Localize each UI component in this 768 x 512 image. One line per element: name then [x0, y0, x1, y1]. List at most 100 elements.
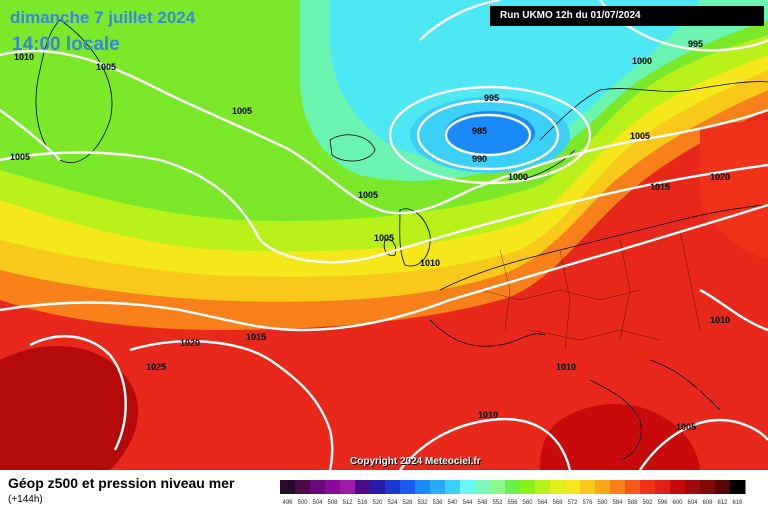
- legend-label: 544: [462, 500, 473, 506]
- coastlines: [35, 19, 768, 461]
- legend-label: 524: [387, 500, 398, 506]
- darkred-west: [0, 346, 139, 470]
- legend-swatch: [385, 480, 401, 494]
- isobar-label: 1025: [146, 362, 166, 372]
- forecast-hour: (+144h): [8, 494, 43, 505]
- legend-swatch: [355, 480, 371, 494]
- legend-label: 496: [282, 500, 293, 506]
- legend-swatch: [565, 480, 581, 494]
- legend-label: 516: [357, 500, 368, 506]
- legend-swatch: [475, 480, 491, 494]
- isobars: [0, 0, 768, 470]
- isobar-label: 1005: [676, 422, 696, 432]
- legend-swatch: [445, 480, 461, 494]
- isobar-label: 1010: [14, 52, 34, 62]
- legend-label: 608: [702, 500, 713, 506]
- footer: Géop z500 et pression niveau mer (+144h)…: [0, 470, 768, 512]
- isobar-label: 1005: [358, 190, 378, 200]
- isobar-label: 1015: [650, 182, 670, 192]
- legend-swatch: [370, 480, 386, 494]
- legend-label: 528: [402, 500, 413, 506]
- legend-label: 568: [552, 500, 563, 506]
- legend-swatch: [340, 480, 356, 494]
- isobar-label: 1005: [630, 131, 650, 141]
- isobar-label: 985: [472, 126, 487, 136]
- isobar-label: 995: [688, 39, 703, 49]
- red-east: [700, 120, 768, 260]
- isobar-label: 1005: [10, 152, 30, 162]
- legend-label: 552: [492, 500, 503, 506]
- legend-swatch: [595, 480, 611, 494]
- legend-swatch: [655, 480, 671, 494]
- legend-label: 612: [717, 500, 728, 506]
- isobar-label: 1000: [632, 56, 652, 66]
- legend-swatch: [580, 480, 596, 494]
- legend-label: 616: [732, 500, 743, 506]
- legend-swatch: [430, 480, 446, 494]
- isobar-label: 1015: [246, 332, 266, 342]
- legend-swatch: [625, 480, 641, 494]
- weather-map: 1010 1005 1005 1005 995 1000 995 985 990…: [0, 0, 768, 470]
- legend-label: 564: [537, 500, 548, 506]
- legend-label: 572: [567, 500, 578, 506]
- legend-swatch: [520, 480, 536, 494]
- isobar-label: 1010: [556, 362, 576, 372]
- legend-swatch: [550, 480, 566, 494]
- color-legend: [280, 480, 746, 494]
- copyright: Copyright 2024 Meteociel.fr: [350, 456, 481, 467]
- isobar-label: 1010: [710, 315, 730, 325]
- legend-label: 556: [507, 500, 518, 506]
- isobar-label: 1005: [232, 106, 252, 116]
- legend-labels: 496 500 504 508 512 516 520 524 528 532 536 540 544 5…: [282, 500, 758, 510]
- legend-label: 580: [597, 500, 608, 506]
- legend-label: 576: [582, 500, 593, 506]
- isobar-label: 1000: [508, 172, 528, 182]
- borders: [479, 229, 701, 351]
- legend-swatch: [325, 480, 341, 494]
- legend-label: 532: [417, 500, 428, 506]
- legend-swatch: [280, 480, 296, 494]
- legend-label: 536: [432, 500, 443, 506]
- legend-swatch: [610, 480, 626, 494]
- legend-swatch: [460, 480, 476, 494]
- legend-swatch: [400, 480, 416, 494]
- isobar-label: 995: [484, 93, 499, 103]
- legend-swatch: [700, 480, 716, 494]
- legend-swatch: [505, 480, 521, 494]
- legend-label: 540: [447, 500, 458, 506]
- legend-swatch: [490, 480, 506, 494]
- isobar-label: 990: [472, 154, 487, 164]
- legend-swatch: [715, 480, 731, 494]
- model-run-label: Run UKMO 12h du 01/07/2024: [490, 6, 764, 26]
- isobar-label: 1010: [420, 258, 440, 268]
- legend-label: 596: [657, 500, 668, 506]
- legend-swatch: [310, 480, 326, 494]
- low-center: [445, 111, 535, 155]
- isobar-label: 1010: [478, 410, 498, 420]
- isobar-labels: 1010 1005 1005 1005 995 1000 995 985 990…: [10, 39, 730, 432]
- darkred-south: [540, 403, 700, 470]
- legend-swatch: [535, 480, 551, 494]
- legend-label: 504: [312, 500, 323, 506]
- legend-label: 592: [642, 500, 653, 506]
- isobar-label: 1005: [96, 62, 116, 72]
- legend-swatch: [640, 480, 656, 494]
- legend-label: 508: [327, 500, 338, 506]
- isobar-label: 1005: [374, 233, 394, 243]
- map-title: Géop z500 et pression niveau mer: [8, 475, 235, 491]
- legend-swatch: [415, 480, 431, 494]
- legend-label: 548: [477, 500, 488, 506]
- legend-swatch: [730, 480, 746, 494]
- legend-label: 560: [522, 500, 533, 506]
- isobar-label: 1020: [180, 338, 200, 348]
- legend-label: 500: [297, 500, 308, 506]
- legend-swatch: [295, 480, 311, 494]
- legend-label: 604: [687, 500, 698, 506]
- legend-label: 584: [612, 500, 623, 506]
- legend-label: 520: [372, 500, 383, 506]
- map-canvas: 1010 1005 1005 1005 995 1000 995 985 990…: [0, 0, 768, 470]
- forecast-time: 14:00 locale: [12, 34, 120, 55]
- forecast-date: dimanche 7 juillet 2024: [10, 8, 196, 27]
- legend-swatch: [685, 480, 701, 494]
- isobar-label: 1020: [710, 172, 730, 182]
